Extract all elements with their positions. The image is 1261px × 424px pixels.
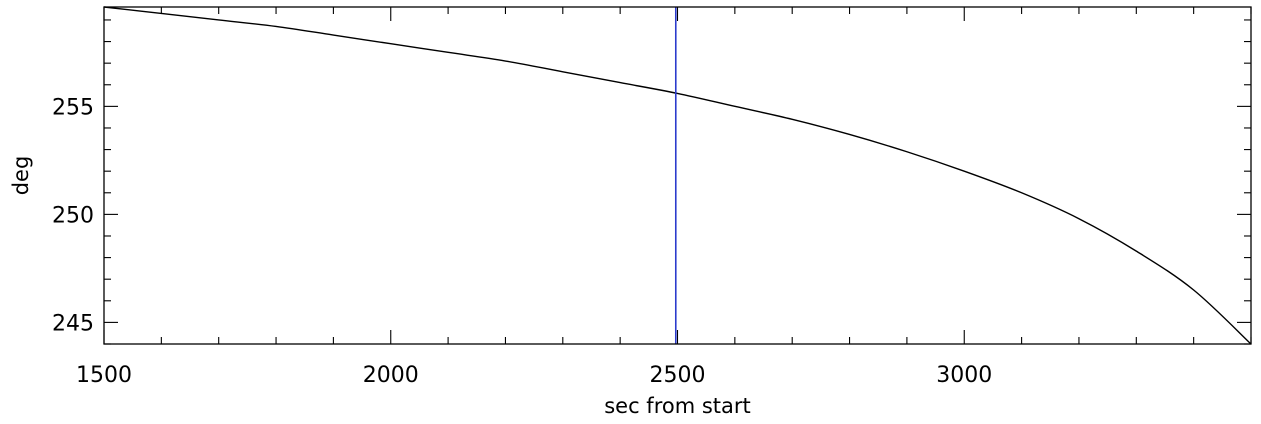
x-tick-label: 2000: [363, 363, 419, 388]
axis-ticks: [103, 7, 1252, 345]
plot-frame: [103, 6, 1252, 345]
x-tick-labels: 1500 2000 2500 3000: [76, 363, 992, 388]
x-tick-label: 3000: [936, 363, 992, 388]
series-line: [103, 6, 1252, 345]
y-axis-label: deg: [9, 156, 33, 196]
x-tick-label: 2500: [650, 363, 706, 388]
y-tick-labels: 245 250 255: [52, 95, 94, 336]
y-tick-label: 250: [52, 203, 94, 228]
y-tick-label: 255: [52, 95, 94, 120]
x-tick-label: 1500: [76, 363, 132, 388]
series-layer: [103, 6, 1252, 345]
y-tick-label: 245: [52, 311, 94, 336]
x-axis-label: sec from start: [604, 394, 751, 418]
